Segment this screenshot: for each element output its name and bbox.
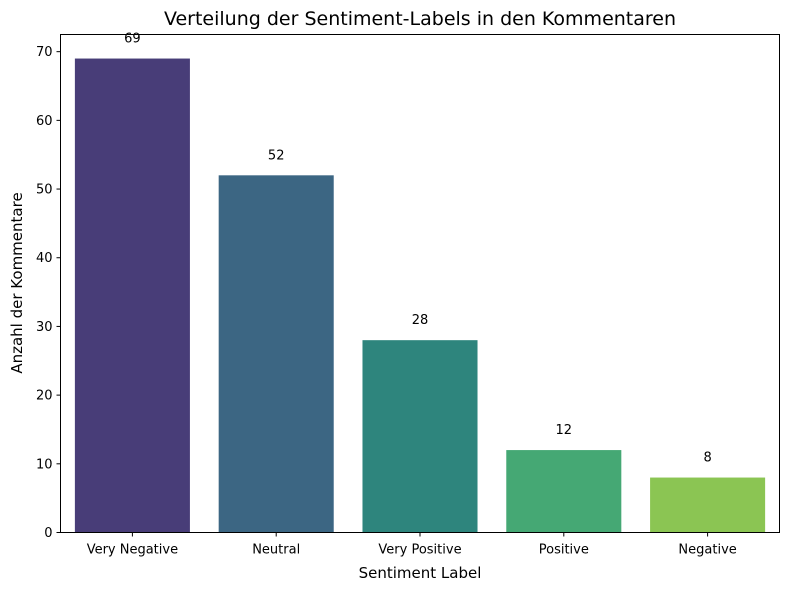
data-label: 12 xyxy=(556,423,573,438)
x-tick-labels: Very Negative Neutral Very Positive Positiv… xyxy=(87,532,737,558)
x-tick-label: Negative xyxy=(678,543,736,558)
y-tick-label: 70 xyxy=(36,45,53,60)
bar-very-negative xyxy=(74,58,190,533)
x-axis-label: Sentiment Label xyxy=(359,564,482,582)
y-tick-label: 30 xyxy=(36,320,53,335)
data-label: 8 xyxy=(703,451,711,466)
data-label: 69 xyxy=(124,32,141,47)
x-tick-label: Neutral xyxy=(252,543,300,558)
y-tick-label: 60 xyxy=(36,114,53,129)
data-label: 52 xyxy=(268,148,285,163)
bars-group xyxy=(74,58,766,533)
bar-very-positive xyxy=(362,340,478,533)
y-tick-label: 50 xyxy=(36,183,53,198)
x-tick-label: Very Negative xyxy=(87,543,178,558)
bar-negative xyxy=(650,477,766,533)
y-tick-label: 0 xyxy=(44,526,52,541)
y-tick-label: 20 xyxy=(36,389,53,404)
x-tick-label: Positive xyxy=(539,543,589,558)
data-labels: 69 52 28 12 8 xyxy=(124,32,712,466)
bar-positive xyxy=(506,450,622,533)
y-axis-label: Anzahl der Kommentare xyxy=(8,192,26,373)
plot-frame xyxy=(60,34,780,533)
y-tick-label: 40 xyxy=(36,251,53,266)
y-tick-label: 10 xyxy=(36,457,53,472)
chart-title: Verteilung der Sentiment-Labels in den K… xyxy=(164,8,676,30)
data-label: 28 xyxy=(412,313,429,328)
y-tick-labels: 0 10 20 30 40 50 60 70 xyxy=(36,45,61,541)
x-tick-label: Very Positive xyxy=(378,543,461,558)
bar-neutral xyxy=(218,175,334,533)
